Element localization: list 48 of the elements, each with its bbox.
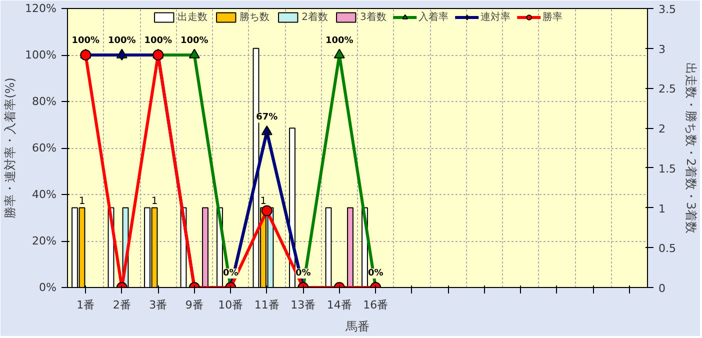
x-tick-label: 14番 bbox=[326, 298, 352, 312]
y-tick-label: 120% bbox=[25, 2, 57, 15]
y2-tick-label: 0 bbox=[658, 282, 666, 295]
y-tick-label: 100% bbox=[25, 48, 57, 62]
y2-axis-title: 出走数・勝ち数・2着数・3着数 bbox=[684, 62, 698, 234]
data-label: 100% bbox=[108, 36, 136, 46]
data-label: 67% bbox=[256, 112, 278, 123]
y2-tick-label: 3 bbox=[658, 42, 666, 56]
x-tick-label: 9番 bbox=[185, 298, 204, 312]
y-tick-label: 0% bbox=[39, 281, 56, 294]
legend-label: 2着数 bbox=[302, 10, 328, 24]
x-tick-label: 2番 bbox=[112, 298, 131, 312]
point bbox=[334, 48, 345, 58]
data-label: 100% bbox=[180, 36, 208, 46]
data-label: 100% bbox=[325, 36, 354, 46]
data-label: 0% bbox=[368, 268, 384, 278]
data-label: 1 bbox=[260, 196, 266, 207]
x-tick-label: 13番 bbox=[290, 298, 316, 312]
x-tick-label: 11番 bbox=[254, 298, 280, 312]
y-tick-label: 80% bbox=[32, 95, 57, 108]
y2-tick-label: 0.5 bbox=[658, 242, 676, 256]
data-label: 100% bbox=[144, 36, 172, 46]
y-tick-label: 40% bbox=[32, 188, 57, 201]
y-axis-title: 勝率・連対率・入着率(%) bbox=[3, 78, 18, 218]
y2-tick-label: 2.5 bbox=[658, 82, 676, 96]
legend-label: 入着率 bbox=[418, 10, 448, 24]
data-label: 1 bbox=[151, 196, 158, 207]
point bbox=[188, 48, 200, 58]
data-label: 1 bbox=[78, 196, 86, 207]
y-tick-label: 20% bbox=[32, 234, 57, 248]
y2-tick-label: 3.5 bbox=[658, 3, 676, 16]
data-label: 100% bbox=[72, 36, 100, 46]
legend-label: 勝率 bbox=[542, 10, 562, 24]
data-label: 0% bbox=[222, 268, 238, 278]
x-tick-label: 10番 bbox=[218, 298, 244, 312]
y2-tick-label: 1 bbox=[658, 202, 666, 216]
data-label: 0% bbox=[295, 268, 311, 278]
y-tick-label: 60% bbox=[32, 142, 57, 154]
y2-tick-label: 2 bbox=[658, 122, 666, 136]
y2-tick-label: 1.5 bbox=[658, 162, 676, 176]
legend-label: 連対率 bbox=[480, 10, 510, 24]
legend-label: 出走数 bbox=[178, 10, 208, 24]
x-tick-label: 1番 bbox=[76, 298, 95, 312]
legend-label: 勝ち数 bbox=[240, 10, 270, 24]
x-axis-title: 馬番 bbox=[344, 320, 370, 334]
x-tick-label: 16番 bbox=[363, 298, 388, 312]
x-tick-label: 3番 bbox=[149, 298, 168, 312]
legend-label: 3着数 bbox=[360, 10, 386, 24]
